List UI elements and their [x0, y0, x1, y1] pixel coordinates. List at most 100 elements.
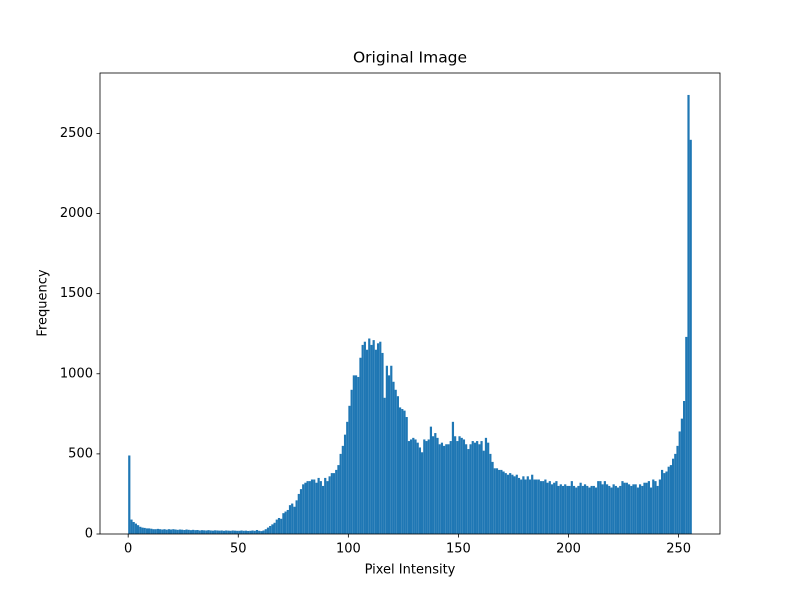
x-tick-label: 50	[230, 542, 247, 557]
bar	[632, 484, 635, 534]
bar	[242, 530, 245, 534]
y-tick-label: 500	[68, 446, 93, 461]
bar	[680, 418, 684, 534]
bar	[447, 444, 450, 534]
bar	[506, 474, 510, 534]
bar	[539, 481, 543, 534]
bar	[638, 484, 642, 534]
bar	[476, 441, 479, 534]
bar	[647, 481, 650, 534]
bar	[211, 530, 215, 534]
bar	[570, 481, 573, 534]
bar	[293, 506, 296, 534]
bar	[209, 530, 212, 534]
chart-title: Original Image	[353, 49, 467, 67]
bar	[266, 527, 270, 534]
bar	[634, 484, 637, 534]
bar	[550, 484, 554, 534]
bar	[491, 461, 494, 534]
bar	[205, 530, 208, 534]
bar	[588, 487, 591, 534]
bar	[493, 468, 496, 534]
bar	[341, 445, 344, 534]
bar	[130, 519, 133, 534]
bar	[343, 434, 347, 534]
bar	[658, 479, 661, 534]
bar	[660, 469, 664, 534]
bar	[557, 485, 560, 534]
bar	[467, 449, 470, 534]
bar	[167, 529, 171, 534]
bar	[544, 479, 547, 534]
bar	[264, 529, 267, 534]
bar	[462, 439, 466, 534]
bar	[623, 482, 626, 534]
bar	[147, 528, 151, 534]
bar	[421, 452, 424, 534]
bar	[674, 453, 677, 534]
bar	[136, 525, 140, 534]
bar	[332, 473, 336, 534]
bar	[484, 437, 488, 534]
bar	[517, 477, 521, 534]
bar	[220, 530, 223, 534]
bar	[407, 441, 410, 534]
bar	[643, 482, 646, 534]
y-tick-label: 2000	[60, 206, 93, 221]
bar	[685, 336, 688, 534]
bar	[526, 476, 529, 534]
bar	[310, 479, 314, 534]
bar	[561, 485, 565, 534]
bar	[504, 473, 507, 534]
bar	[359, 357, 362, 534]
bar	[145, 528, 148, 534]
x-tick-label: 0	[124, 542, 132, 557]
bar	[667, 466, 670, 534]
bar	[247, 530, 250, 534]
bar	[548, 481, 551, 534]
bar	[572, 485, 576, 534]
bar	[645, 482, 648, 534]
bar	[594, 487, 598, 534]
bar	[326, 481, 329, 534]
y-tick-label: 1000	[60, 366, 93, 381]
bar	[390, 365, 393, 534]
bar	[187, 529, 190, 534]
bar	[412, 437, 415, 534]
x-axis-label: Pixel Intensity	[365, 563, 456, 578]
bar	[313, 479, 316, 534]
y-axis-label: Frequency	[36, 269, 51, 336]
bar	[385, 365, 388, 534]
bar	[403, 410, 406, 534]
bar	[295, 500, 298, 534]
bar	[372, 340, 375, 534]
bar	[350, 389, 353, 534]
bar	[665, 471, 668, 534]
bar	[687, 94, 690, 534]
bar	[335, 469, 338, 534]
bar	[401, 409, 404, 534]
bar	[352, 375, 355, 534]
bar	[625, 482, 628, 534]
bar	[275, 519, 278, 534]
bar	[597, 481, 600, 534]
bar	[443, 445, 446, 534]
bar	[515, 474, 518, 534]
bar	[676, 445, 679, 534]
bar	[165, 529, 168, 534]
bar	[654, 481, 657, 534]
bar	[280, 518, 283, 534]
y-tick-label: 2500	[60, 126, 93, 141]
bar	[128, 455, 131, 534]
bar	[337, 465, 340, 534]
axes-frame	[99, 72, 721, 535]
bar	[244, 530, 248, 534]
bar	[328, 476, 331, 534]
bar	[152, 529, 155, 534]
bar	[200, 530, 204, 534]
bar	[498, 469, 501, 534]
bar	[398, 407, 402, 534]
bar	[156, 528, 160, 534]
bar	[533, 479, 536, 534]
bar	[630, 485, 633, 534]
